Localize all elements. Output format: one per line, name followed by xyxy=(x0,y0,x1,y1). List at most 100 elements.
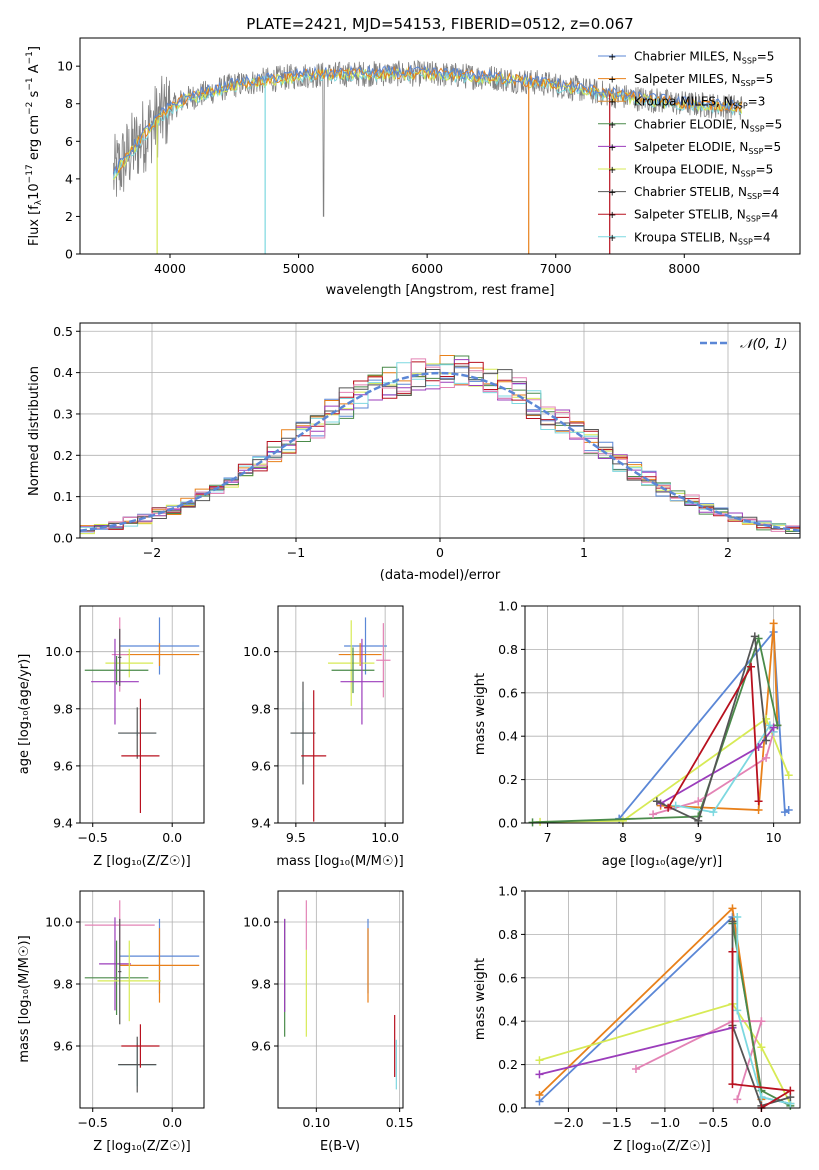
spectrum-legend: + Chabrier MILES, NSSP=5+ Salpeter MILES, … xyxy=(598,50,783,246)
legend-label-text: Chabrier STELIB, N xyxy=(634,185,747,199)
y-tick-label: 4 xyxy=(65,171,73,186)
weight-line-chabrier_stelib xyxy=(656,636,767,823)
y-tick-label: 9.6 xyxy=(53,758,73,773)
x-tick-label: 0.0 xyxy=(162,1115,182,1130)
y-tick-label: 9.8 xyxy=(251,701,271,716)
legend-label-count: =4 xyxy=(762,185,780,199)
weight-marker-salpeter_stelib xyxy=(786,1086,795,1095)
x-tick-label: 10.0 xyxy=(371,830,399,845)
spectrum-ylabel: Flux [fλ10−17 erg cm−2 s−1 A−1] xyxy=(25,46,44,246)
y-tick-label: 1.0 xyxy=(498,884,518,899)
legend-label-subscript: SSP xyxy=(733,102,748,111)
legend-marker: + xyxy=(608,97,616,108)
weight-marker-pink xyxy=(762,753,771,762)
age-vs-metallicity-frame xyxy=(79,605,205,824)
legend-label-kroupa_stelib: Kroupa STELIB, NSSP=4 xyxy=(634,230,771,246)
weight-line-salpeter_stelib xyxy=(731,951,794,1109)
age-vs-mass-panel: 9.5 10.0 9.4 9.6 9.8 10.0 mass [log₁₀(M/M☉)] xyxy=(243,605,404,869)
histogram-xlabel: (data-model)/error xyxy=(380,568,501,583)
y-tick-label: 0.2 xyxy=(498,772,518,787)
x-tick-label: 5000 xyxy=(283,261,315,276)
legend-label-subscript: SSP xyxy=(741,79,756,88)
weight-marker-pink xyxy=(733,1095,742,1104)
legend-label-chabrier_miles: Chabrier MILES, NSSP=5 xyxy=(634,50,774,66)
histogram-series-chabrier_stelib xyxy=(80,365,800,534)
legend-label-subscript: SSP xyxy=(746,215,761,224)
mass-vs-ebv-frame xyxy=(277,890,404,1109)
weight-line-pink xyxy=(635,1020,763,1100)
y-tick-label: 0.3 xyxy=(53,406,73,421)
weight-marker-pink xyxy=(649,810,658,819)
legend-label-text: Kroupa ELODIE, N xyxy=(634,163,741,177)
y-tick-label: 8 xyxy=(65,96,73,111)
legend-label-count: =5 xyxy=(765,117,783,131)
x-tick-label: 9 xyxy=(694,830,702,845)
y-tick-label: 9.6 xyxy=(251,758,271,773)
weight-marker-salpeter_stelib xyxy=(754,797,763,806)
weight-vs-age-ylabel: mass weight xyxy=(473,673,488,755)
legend-label-text: Kroupa STELIB, N xyxy=(634,230,738,244)
weight-vs-metallicity-frame xyxy=(524,890,801,1109)
weight-vs-metallicity-panel: −2.0 −1.5 −1.0 −0.5 0.0 0.0 0.2 0.4 0.6 0.8 1.0 Z … xyxy=(473,884,801,1154)
legend-marker: + xyxy=(608,142,616,153)
weight-marker-kroupa_elodie xyxy=(535,1056,544,1065)
mass-vs-ebv-xlabel: E(B-V) xyxy=(320,1139,360,1154)
x-tick-label: 4000 xyxy=(154,261,186,276)
legend-label-count: =5 xyxy=(756,163,774,177)
weight-marker-salpeter_elodie xyxy=(535,1070,544,1079)
x-tick-label: −0.5 xyxy=(698,1115,728,1130)
mass-vs-metallicity-xlabel: Z [log₁₀(Z/Z☉)] xyxy=(93,1139,190,1154)
legend-label-text: Salpeter ELODIE, N xyxy=(634,140,748,154)
y-tick-label: 9.6 xyxy=(251,1039,271,1054)
weight-line-chabrier_elodie xyxy=(532,635,779,824)
legend-label-text: Chabrier MILES, N xyxy=(634,50,742,64)
y-tick-label: 1.0 xyxy=(498,599,518,614)
weight-line-kroupa_stelib xyxy=(736,917,791,1105)
y-tick-label: 6 xyxy=(65,134,73,149)
weight-marker-salpeter_stelib xyxy=(664,803,673,812)
x-tick-label: −1 xyxy=(287,545,305,560)
weight-vs-age-frame xyxy=(524,605,801,824)
weight-marker-chabrier_stelib xyxy=(762,736,771,745)
y-tick-label: 0.2 xyxy=(498,1057,518,1072)
weight-marker-salpeter_stelib xyxy=(747,662,756,671)
y-tick-label: 10 xyxy=(57,59,73,74)
weight-marker-salpeter_elodie xyxy=(769,723,778,732)
weight-vs-metallicity-xlabel: Z [log₁₀(Z/Z☉)] xyxy=(613,1139,710,1154)
x-tick-label: 7 xyxy=(544,830,552,845)
legend-label-count: =4 xyxy=(761,208,779,222)
age-vs-mass-xlabel: mass [log₁₀(M/M☉)] xyxy=(276,854,403,869)
x-tick-label: −1.0 xyxy=(650,1115,680,1130)
weight-marker-kroupa_elodie xyxy=(757,1043,766,1052)
x-tick-label: 0.0 xyxy=(751,1115,771,1130)
y-tick-label: 0.0 xyxy=(53,531,73,546)
weight-marker-chabrier_stelib xyxy=(750,632,759,641)
y-tick-label: 10.0 xyxy=(243,915,271,930)
y-tick-label: 9.6 xyxy=(53,1039,73,1054)
legend-label-count: =5 xyxy=(757,50,775,64)
y-tick-label: 0.0 xyxy=(498,1101,518,1116)
x-tick-label: 10 xyxy=(766,830,782,845)
weight-line-salpeter_elodie xyxy=(539,1026,733,1076)
y-tick-label: 9.4 xyxy=(53,816,73,831)
x-tick-label: 1 xyxy=(580,545,588,560)
x-tick-label: 8 xyxy=(619,830,627,845)
y-tick-label: 0.6 xyxy=(498,970,518,985)
legend-marker: + xyxy=(608,52,616,63)
legend-marker: + xyxy=(608,210,616,221)
x-tick-label: −2.0 xyxy=(553,1115,583,1130)
y-tick-label: 10.0 xyxy=(45,915,73,930)
legend-label-count: =5 xyxy=(763,140,781,154)
y-tick-label: 0.6 xyxy=(498,685,518,700)
weight-marker-salpeter_stelib xyxy=(728,1080,737,1089)
residual-histogram-panel: −2 −1 0 1 2 0.0 0.1 0.2 0.3 0.4 0.5 (data-model)/e… xyxy=(27,322,801,583)
spectrum-title: PLATE=2421, MJD=54153, FIBERID=0512, z=0… xyxy=(246,15,633,33)
y-tick-label: 0.2 xyxy=(53,448,73,463)
weight-marker-chabrier_stelib xyxy=(728,917,737,926)
y-tick-label: 0.1 xyxy=(53,489,73,504)
weight-marker-pink xyxy=(631,1064,640,1073)
spectrum-axes-frame xyxy=(79,37,801,255)
x-tick-label: 2 xyxy=(724,545,732,560)
normal-legend-label: 𝒩(0, 1) xyxy=(740,337,787,352)
